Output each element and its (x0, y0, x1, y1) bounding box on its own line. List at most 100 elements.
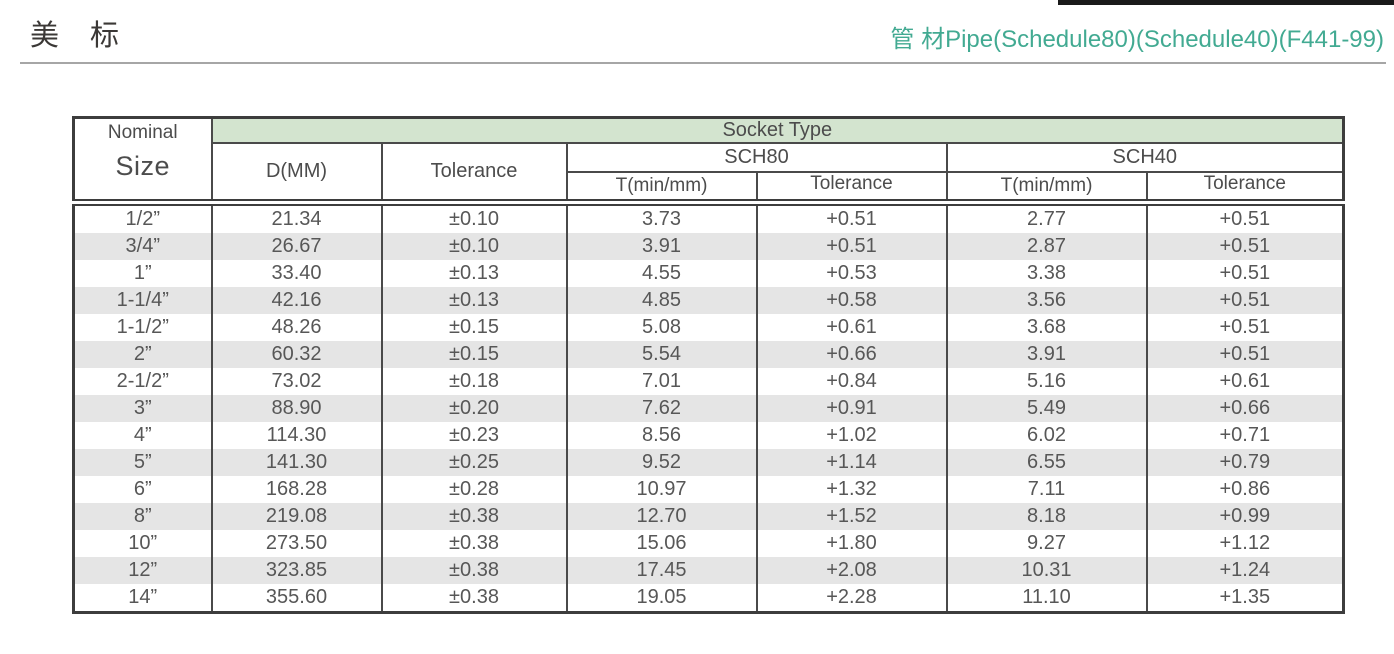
cell-nominal-size: 3” (72, 395, 212, 422)
cell-sch40-tolerance: +0.51 (1145, 202, 1344, 233)
cell-sch80-t-min: 10.97 (565, 476, 757, 503)
cell-sch40-tolerance: +1.35 (1145, 584, 1344, 613)
table-row: 3” 88.90 ±0.20 7.62 +0.91 5.49 +0.66 (72, 395, 1344, 422)
cell-sch80-t-min: 19.05 (565, 584, 757, 613)
cell-d-tolerance: ±0.38 (380, 584, 567, 613)
cell-sch80-tolerance: +0.51 (755, 202, 947, 233)
cell-sch80-t-min: 5.54 (565, 341, 757, 368)
cell-d-tolerance: ±0.38 (380, 503, 567, 530)
header-divider (20, 62, 1386, 64)
page-header: 美 标 管 材Pipe(Schedule80)(Schedule40)(F441… (0, 0, 1394, 54)
table-row: 12” 323.85 ±0.38 17.45 +2.08 10.31 +1.24 (72, 557, 1344, 584)
cell-d-mm: 73.02 (210, 368, 382, 395)
cell-sch80-tolerance: +0.53 (755, 260, 947, 287)
cell-nominal-size: 2” (72, 341, 212, 368)
cell-nominal-size: 5” (72, 449, 212, 476)
cell-sch40-tolerance: +1.12 (1145, 530, 1344, 557)
cell-sch40-t-min: 2.87 (945, 233, 1147, 260)
cell-sch80-tolerance: +0.91 (755, 395, 947, 422)
cell-d-tolerance: ±0.18 (380, 368, 567, 395)
cell-sch40-t-min: 3.91 (945, 341, 1147, 368)
header-row-2: D(MM) Tolerance SCH80 SCH40 (74, 143, 1344, 206)
table-row: 1/2” 21.34 ±0.10 3.73 +0.51 2.77 +0.51 (72, 202, 1344, 233)
cell-sch40-tolerance: +0.51 (1145, 260, 1344, 287)
col-header-sch80: SCH80 (565, 143, 947, 173)
cell-d-tolerance: ±0.15 (380, 314, 567, 341)
cell-sch80-tolerance: +0.58 (755, 287, 947, 314)
cell-sch40-t-min: 10.31 (945, 557, 1147, 584)
table-row: 14” 355.60 ±0.38 19.05 +2.28 11.10 +1.35 (72, 584, 1344, 613)
table-body: 1/2” 21.34 ±0.10 3.73 +0.51 2.77 +0.51 3/4” 26.6… (72, 202, 1344, 613)
cell-sch40-t-min: 11.10 (945, 584, 1147, 613)
cell-sch80-tolerance: +2.28 (755, 584, 947, 613)
cell-nominal-size: 6” (72, 476, 212, 503)
table-row: 1” 33.40 ±0.13 4.55 +0.53 3.38 +0.51 (72, 260, 1344, 287)
cell-d-tolerance: ±0.25 (380, 449, 567, 476)
cell-sch80-t-min: 7.01 (565, 368, 757, 395)
table-row: 6” 168.28 ±0.28 10.97 +1.32 7.11 +0.86 (72, 476, 1344, 503)
cell-d-mm: 114.30 (210, 422, 382, 449)
cell-d-tolerance: ±0.15 (380, 341, 567, 368)
cell-sch80-tolerance: +0.66 (755, 341, 947, 368)
cell-sch80-tolerance: +1.32 (755, 476, 947, 503)
cell-d-tolerance: ±0.23 (380, 422, 567, 449)
cell-sch40-tolerance: +0.51 (1145, 233, 1344, 260)
col-header-sch40-t-min: T(min/mm) (945, 172, 1147, 206)
col-header-sch80-tolerance: Tolerance (755, 172, 947, 206)
cell-sch40-t-min: 9.27 (945, 530, 1147, 557)
cell-nominal-size: 8” (72, 503, 212, 530)
cell-d-tolerance: ±0.38 (380, 557, 567, 584)
cell-sch40-tolerance: +0.79 (1145, 449, 1344, 476)
cell-sch40-tolerance: +0.51 (1145, 314, 1344, 341)
cell-d-mm: 42.16 (210, 287, 382, 314)
cell-d-tolerance: ±0.20 (380, 395, 567, 422)
cell-sch40-t-min: 6.02 (945, 422, 1147, 449)
col-header-tolerance: Tolerance (380, 143, 567, 206)
cell-sch40-tolerance: +0.99 (1145, 503, 1344, 530)
cell-sch40-t-min: 8.18 (945, 503, 1147, 530)
cell-d-tolerance: ±0.38 (380, 530, 567, 557)
cell-sch80-t-min: 4.55 (565, 260, 757, 287)
pipe-spec-table: Nominal Size Socket Type D(MM) Tolerance… (72, 116, 1346, 614)
cell-sch40-tolerance: +0.51 (1145, 287, 1344, 314)
cell-nominal-size: 10” (72, 530, 212, 557)
cell-sch40-t-min: 6.55 (945, 449, 1147, 476)
col-header-socket-type: Socket Type (210, 117, 1344, 144)
cell-nominal-size: 12” (72, 557, 212, 584)
col-header-nominal: Nominal (107, 122, 178, 143)
cell-sch40-t-min: 3.68 (945, 314, 1147, 341)
table-row: 1-1/4” 42.16 ±0.13 4.85 +0.58 3.56 +0.51 (72, 287, 1344, 314)
cell-d-mm: 88.90 (210, 395, 382, 422)
cell-sch40-tolerance: +0.66 (1145, 395, 1344, 422)
cell-sch80-t-min: 3.91 (565, 233, 757, 260)
col-header-size: Size (115, 151, 171, 181)
cell-sch80-t-min: 3.73 (565, 202, 757, 233)
cell-sch80-tolerance: +2.08 (755, 557, 947, 584)
cell-sch80-tolerance: +1.52 (755, 503, 947, 530)
cell-d-mm: 26.67 (210, 233, 382, 260)
col-header-sch40: SCH40 (945, 143, 1344, 173)
cell-d-mm: 60.32 (210, 341, 382, 368)
cell-sch80-t-min: 17.45 (565, 557, 757, 584)
cell-d-tolerance: ±0.13 (380, 260, 567, 287)
cell-sch80-tolerance: +0.51 (755, 233, 947, 260)
header-row-1: Nominal Size Socket Type (72, 117, 1344, 206)
table-row: 3/4” 26.67 ±0.10 3.91 +0.51 2.87 +0.51 (72, 233, 1344, 260)
cell-nominal-size: 1” (72, 260, 212, 287)
cell-d-mm: 168.28 (210, 476, 382, 503)
cell-sch40-t-min: 5.16 (945, 368, 1147, 395)
cell-nominal-size: 2-1/2” (72, 368, 212, 395)
cell-d-mm: 355.60 (210, 584, 382, 613)
cell-sch40-t-min: 7.11 (945, 476, 1147, 503)
cell-sch40-tolerance: +0.51 (1145, 341, 1344, 368)
cell-sch80-t-min: 8.56 (565, 422, 757, 449)
col-header-d-mm: D(MM) (210, 143, 382, 206)
cell-sch40-t-min: 5.49 (945, 395, 1147, 422)
col-header-nominal-size: Nominal Size (72, 117, 212, 206)
cell-nominal-size: 14” (72, 584, 212, 613)
cell-sch40-tolerance: +0.61 (1145, 368, 1344, 395)
table-row: 2-1/2” 73.02 ±0.18 7.01 +0.84 5.16 +0.61 (72, 368, 1344, 395)
cell-d-mm: 273.50 (210, 530, 382, 557)
cell-d-mm: 48.26 (210, 314, 382, 341)
cell-nominal-size: 1-1/4” (72, 287, 212, 314)
